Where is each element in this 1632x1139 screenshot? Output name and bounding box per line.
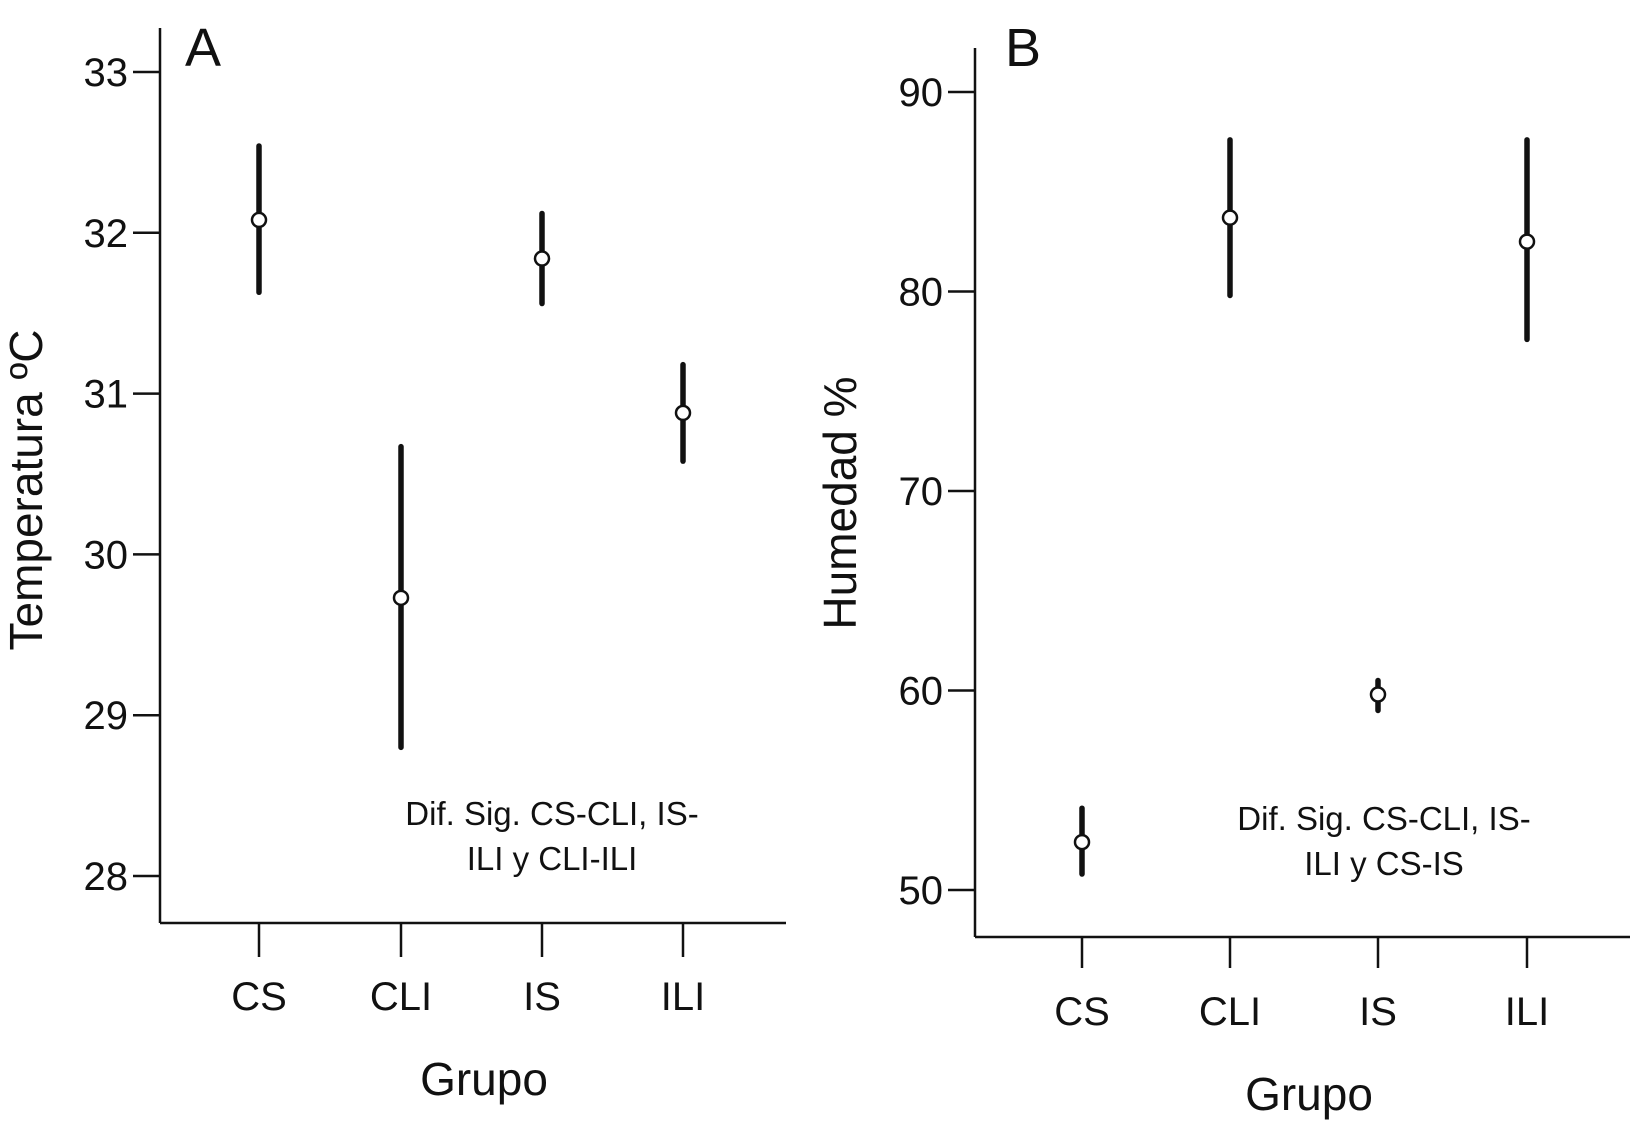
x-tick-label-ili: ILI [1505, 990, 1549, 1034]
panel-b-x-ticks: CS CLI IS ILI [1054, 937, 1549, 1034]
panel-a-y-ticks: 28 29 30 31 32 33 [84, 51, 160, 899]
panel-b-y-ticks: 50 60 70 80 90 [899, 71, 975, 913]
y-tick-label: 33 [84, 51, 129, 95]
panel-b-label: B [1005, 18, 1041, 78]
panel-b-annotation-line-1: Dif. Sig. CS-CLI, IS- [1237, 800, 1530, 837]
mean-marker-is [533, 250, 551, 267]
y-tick-label: 90 [899, 71, 944, 115]
x-tick-label-is: IS [523, 975, 561, 1019]
x-tick-label-cli: CLI [1199, 990, 1261, 1034]
panel-b-axes [973, 48, 1630, 939]
x-tick-label-cs: CS [1054, 990, 1110, 1034]
panel-a-data-marks [250, 143, 692, 751]
y-tick-label: 28 [84, 855, 129, 899]
panel-b-x-axis-title: Grupo [1245, 1068, 1373, 1120]
mean-marker-cs [1073, 833, 1091, 851]
mean-marker-ili [674, 404, 692, 422]
y-tick-label: 50 [899, 869, 944, 913]
y-tick-label: 31 [84, 373, 129, 417]
panel-a-axes [158, 28, 786, 925]
panel-a-annotation-line-2: ILI y CLI-ILI [467, 840, 638, 877]
y-tick-label: 30 [84, 533, 129, 577]
x-tick-label-is: IS [1359, 990, 1397, 1034]
y-tick-label: 32 [84, 212, 129, 256]
y-tick-label: 70 [899, 470, 944, 514]
y-tick-label: 29 [84, 694, 129, 738]
mean-marker-cs [250, 211, 268, 229]
y-tick-label: 60 [899, 670, 944, 714]
x-tick-label-cs: CS [231, 975, 287, 1019]
panel-b-y-axis-title: Humedad % [814, 376, 866, 629]
x-tick-label-ili: ILI [661, 975, 705, 1019]
panel-a-x-axis-title: Grupo [420, 1053, 548, 1105]
panel-b-annotation-line-2: ILI y CS-IS [1304, 845, 1464, 882]
panel-a-temperature-chart: A 28 29 30 31 32 33 CS CLI IS ILI Grupo Temperat… [0, 18, 786, 1105]
panel-a-annotation-line-1: Dif. Sig. CS-CLI, IS- [405, 795, 698, 832]
x-tick-label-cli: CLI [370, 975, 432, 1019]
panel-a-y-axis-title: Temperatura ºC [0, 329, 52, 650]
panel-b-data-marks [1073, 137, 1536, 877]
mean-marker-cli [392, 589, 410, 607]
y-tick-label: 80 [899, 271, 944, 315]
mean-marker-ili [1518, 233, 1536, 250]
panel-a-x-ticks: CS CLI IS ILI [231, 923, 705, 1019]
mean-marker-is [1369, 686, 1387, 703]
mean-marker-cli [1221, 209, 1239, 226]
panel-a-label: A [185, 18, 221, 78]
